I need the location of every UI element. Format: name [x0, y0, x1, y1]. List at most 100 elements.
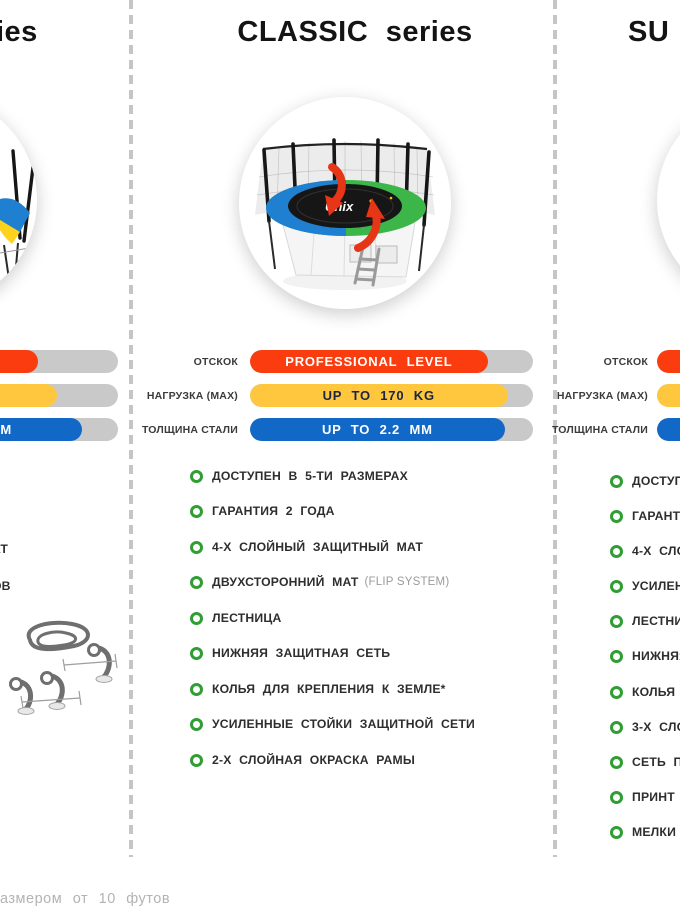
check-ring-icon [610, 614, 623, 628]
ground-stakes-image [9, 620, 118, 715]
feature-item: ЛЕСТНИ [610, 614, 680, 628]
feature-label-fragment: УСИЛЕН [632, 579, 680, 593]
steel-label: ТОЛЩИНА СТАЛИ [141, 424, 238, 436]
check-ring-icon [190, 753, 203, 767]
bounce-bar-fill-left [0, 350, 38, 373]
feature-label-fragment: ДОСТУП [632, 474, 680, 488]
column-divider-left [129, 0, 133, 857]
trampoline-photo-right [657, 95, 680, 305]
feature-label: УСИЛЕННЫЕ СТОЙКИ ЗАЩИТНОЙ СЕТИ [212, 717, 475, 731]
check-ring-icon [190, 540, 203, 554]
steel-bar-right [657, 418, 680, 441]
column-divider-right [553, 0, 557, 857]
load-bar: UP TO 170 KG [250, 384, 533, 407]
feature-item: КОЛЬЯ ДЛЯ КРЕПЛЕНИЯ К ЗЕМЛЕ* [190, 682, 446, 696]
steel-bar-fill: UP TO 2.2 MM [250, 418, 505, 441]
steel-bar-fill-right [657, 418, 680, 441]
steel-bar-left: M [0, 418, 118, 441]
feature-item: НИЖНЯЯ [610, 649, 680, 663]
feature-label: ЛЕСТНИЦА [212, 611, 282, 625]
feature-label-fragment: 3-Х СЛО [632, 720, 680, 734]
feature-item: 4-Х СЛО [610, 544, 680, 558]
load-bar-value: UP TO 170 KG [322, 388, 435, 403]
bounce-bar-right [657, 350, 680, 373]
check-ring-icon [190, 575, 203, 589]
trampoline-photo-left [0, 93, 37, 307]
check-ring-icon [610, 825, 623, 839]
feature-label: КОЛЬЯ ДЛЯ КРЕПЛЕНИЯ К ЗЕМЛЕ* [212, 682, 446, 696]
feature-fragment-left: ОВ [0, 579, 11, 593]
feature-item: 2-Х СЛОЙНАЯ ОКРАСКА РАМЫ [190, 753, 415, 767]
check-ring-icon [610, 790, 623, 804]
bounce-bar-fill: PROFESSIONAL LEVEL [250, 350, 488, 373]
bounce-bar-left [0, 350, 118, 373]
feature-item: ГАРАНТИ [610, 509, 680, 523]
feature-item: ПРИНТ [610, 790, 675, 804]
bounce-label: ОТСКОК [193, 356, 238, 368]
check-ring-icon [610, 720, 623, 734]
bounce-bar: PROFESSIONAL LEVEL [250, 350, 533, 373]
bounce-bar-value: PROFESSIONAL LEVEL [285, 354, 453, 369]
bounce-bar-fill-right [657, 350, 680, 373]
feature-item: ДОСТУП [610, 474, 680, 488]
feature-item: 4-Х СЛОЙНЫЙ ЗАЩИТНЫЙ МАТ [190, 540, 423, 554]
series-title-right-fragment: SU [628, 16, 670, 48]
feature-label: 2-Х СЛОЙНАЯ ОКРАСКА РАМЫ [212, 753, 416, 767]
feature-note: (FLIP SYSTEM) [364, 576, 450, 588]
feature-item: ДВУХСТОРОННИЙ МАТ (FLIP SYSTEM) [190, 575, 449, 589]
feature-item: СЕТЬ ПО [610, 755, 680, 769]
load-bar-right [657, 384, 680, 407]
feature-item: КОЛЬЯ Д [610, 685, 680, 699]
feature-label-fragment: ПРИНТ [632, 790, 675, 804]
series-title-classic: CLASSIC series [237, 16, 473, 48]
steel-label-right: ТОЛЩИНА СТАЛИ [551, 424, 648, 436]
feature-label-fragment: ЛЕСТНИ [632, 614, 680, 628]
feature-fragment-left: АТ [0, 542, 9, 556]
bounce-label-right: ОТСКОК [603, 356, 648, 368]
feature-item: ЛЕСТНИЦА [190, 611, 282, 625]
feature-label: 4-Х СЛОЙНЫЙ ЗАЩИТНЫЙ МАТ [212, 540, 424, 554]
feature-item: ДОСТУПЕН В 5-ТИ РАЗМЕРАХ [190, 469, 408, 483]
feature-label: ДОСТУПЕН В 5-ТИ РАЗМЕРАХ [212, 469, 408, 483]
load-label-right: НАГРУЗКА (MAX) [556, 390, 648, 402]
load-bar-fill-left [0, 384, 58, 407]
check-ring-icon [610, 474, 623, 488]
feature-label-fragment: 4-Х СЛО [632, 544, 680, 558]
check-ring-icon [610, 685, 623, 699]
feature-item: МЕЛКИ [610, 825, 676, 839]
trampoline-photo-classic: Unix [239, 97, 451, 309]
check-ring-icon [190, 469, 203, 483]
steel-bar-value: UP TO 2.2 MM [321, 422, 433, 437]
feature-label: НИЖНЯЯ ЗАЩИТНАЯ СЕТЬ [212, 646, 391, 660]
check-ring-icon [190, 717, 203, 731]
series-title-left-fragment: ies [0, 16, 38, 48]
steel-bar-value-fragment-left: M [0, 422, 13, 437]
footnote-fragment: азмером от 10 футов [0, 891, 171, 907]
load-label: НАГРУЗКА (MAX) [146, 390, 238, 402]
check-ring-icon [610, 579, 623, 593]
feature-label: ДВУХСТОРОННИЙ МАТ [212, 575, 359, 589]
load-bar-left [0, 384, 118, 407]
feature-item: УСИЛЕН [610, 579, 680, 593]
feature-item: 3-Х СЛО [610, 720, 680, 734]
check-ring-icon [190, 504, 203, 518]
feature-item: ГАРАНТИЯ 2 ГОДА [190, 504, 335, 518]
check-ring-icon [610, 509, 623, 523]
check-ring-icon [610, 544, 623, 558]
check-ring-icon [190, 682, 203, 696]
steel-bar: UP TO 2.2 MM [250, 418, 533, 441]
feature-label: ГАРАНТИЯ 2 ГОДА [212, 504, 335, 518]
check-ring-icon [190, 646, 203, 660]
steel-bar-fill-left: M [0, 418, 83, 441]
check-ring-icon [610, 755, 623, 769]
feature-label-fragment: НИЖНЯЯ [632, 649, 680, 663]
feature-label-fragment: КОЛЬЯ Д [632, 685, 680, 699]
feature-item: НИЖНЯЯ ЗАЩИТНАЯ СЕТЬ [190, 646, 390, 660]
trampoline-illustration-left [0, 141, 37, 292]
feature-label-fragment: СЕТЬ ПО [632, 755, 680, 769]
feature-item: УСИЛЕННЫЕ СТОЙКИ ЗАЩИТНОЙ СЕТИ [190, 717, 475, 731]
ladder-icon [353, 245, 381, 287]
load-bar-fill-right [657, 384, 680, 407]
feature-label-fragment: МЕЛКИ [632, 825, 677, 839]
